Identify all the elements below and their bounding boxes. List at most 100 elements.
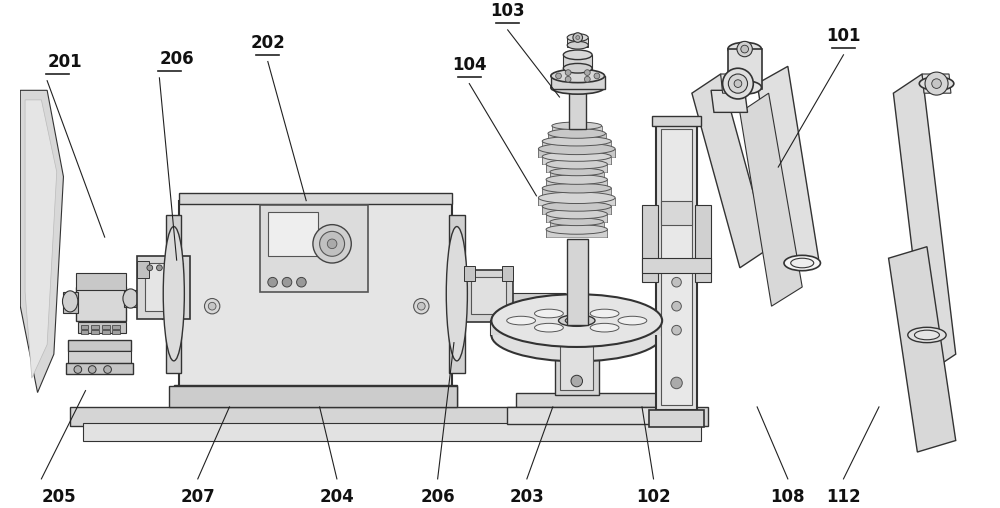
Circle shape [565, 70, 571, 76]
Ellipse shape [542, 183, 611, 193]
Bar [642, 258, 711, 273]
Circle shape [728, 74, 748, 93]
Bar [179, 193, 452, 205]
Bar [551, 76, 605, 89]
Polygon shape [550, 172, 604, 179]
Circle shape [268, 277, 277, 287]
Bar [91, 330, 99, 334]
Ellipse shape [542, 152, 611, 162]
Ellipse shape [908, 327, 946, 343]
Bar [66, 363, 133, 374]
Bar [268, 212, 318, 257]
Polygon shape [889, 247, 956, 452]
Circle shape [327, 239, 337, 248]
Ellipse shape [546, 225, 607, 234]
Text: 202: 202 [250, 34, 285, 52]
Polygon shape [548, 134, 606, 141]
Ellipse shape [546, 209, 607, 219]
Circle shape [672, 277, 681, 287]
Bar [569, 90, 586, 129]
Circle shape [313, 225, 351, 263]
Polygon shape [538, 198, 615, 205]
Circle shape [932, 79, 941, 88]
Ellipse shape [728, 81, 761, 94]
Ellipse shape [550, 218, 604, 226]
Circle shape [297, 277, 306, 287]
Bar [471, 277, 506, 314]
Bar [102, 330, 110, 334]
Polygon shape [25, 100, 57, 378]
Bar [464, 266, 475, 281]
Ellipse shape [590, 309, 619, 318]
Bar [124, 290, 137, 307]
Circle shape [565, 76, 571, 82]
Ellipse shape [559, 315, 595, 326]
Bar [112, 330, 120, 334]
Polygon shape [552, 126, 602, 134]
Circle shape [672, 301, 681, 311]
Bar [169, 261, 181, 278]
Ellipse shape [550, 168, 604, 176]
Polygon shape [711, 90, 748, 112]
Text: 112: 112 [826, 489, 861, 506]
Bar [68, 340, 131, 352]
Text: 206: 206 [159, 50, 194, 68]
Circle shape [417, 302, 425, 310]
Ellipse shape [542, 136, 611, 146]
Bar [76, 287, 126, 321]
Bar [78, 322, 126, 333]
Ellipse shape [123, 289, 138, 308]
Bar [656, 122, 697, 410]
Polygon shape [20, 90, 63, 393]
Circle shape [88, 366, 96, 373]
Text: 205: 205 [41, 489, 76, 506]
Bar [63, 292, 78, 313]
Ellipse shape [791, 258, 814, 268]
Polygon shape [542, 141, 611, 149]
Ellipse shape [565, 317, 588, 325]
Circle shape [573, 33, 583, 42]
Circle shape [74, 366, 82, 373]
Bar [728, 49, 762, 89]
Ellipse shape [567, 34, 588, 41]
Circle shape [741, 45, 748, 53]
Text: 207: 207 [180, 489, 215, 506]
Ellipse shape [551, 69, 605, 83]
Ellipse shape [535, 324, 563, 332]
Ellipse shape [563, 50, 592, 59]
Ellipse shape [563, 64, 592, 73]
Polygon shape [721, 74, 751, 93]
Bar [137, 261, 149, 278]
Circle shape [147, 265, 153, 271]
Ellipse shape [590, 324, 619, 332]
Bar [560, 327, 593, 390]
Polygon shape [757, 67, 819, 275]
Text: 204: 204 [320, 489, 354, 506]
Bar [652, 116, 701, 126]
Ellipse shape [446, 227, 467, 361]
Bar [555, 321, 599, 395]
Text: 201: 201 [47, 53, 82, 71]
Circle shape [204, 299, 220, 314]
Bar [260, 205, 368, 292]
Bar [81, 326, 88, 329]
Circle shape [282, 277, 292, 287]
Bar [516, 393, 684, 407]
Bar [166, 215, 181, 373]
Bar [661, 201, 692, 225]
Ellipse shape [546, 175, 607, 184]
Ellipse shape [728, 42, 761, 56]
Polygon shape [542, 206, 611, 214]
Ellipse shape [618, 316, 647, 325]
Bar [567, 38, 588, 47]
Circle shape [925, 72, 948, 95]
Circle shape [672, 326, 681, 335]
Ellipse shape [567, 41, 588, 49]
Bar [70, 407, 708, 426]
Bar [174, 385, 457, 406]
Circle shape [723, 68, 753, 99]
Bar [563, 55, 592, 70]
Polygon shape [542, 156, 611, 164]
Circle shape [734, 80, 742, 87]
Circle shape [157, 265, 162, 271]
